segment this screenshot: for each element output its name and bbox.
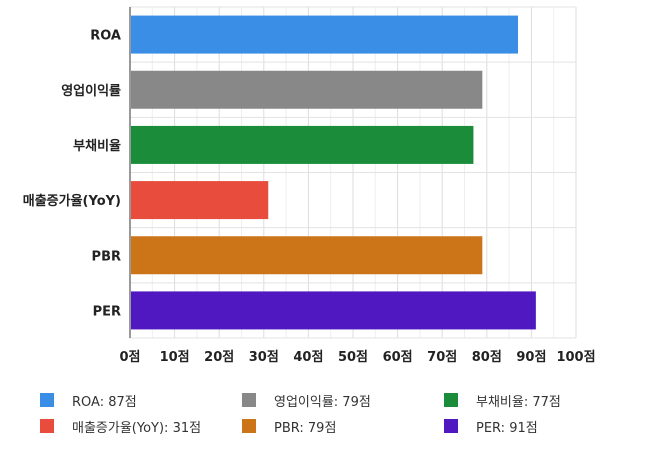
legend-item[interactable]: 부채비율: 77점	[444, 390, 634, 410]
x-tick-label: 10점	[160, 350, 190, 365]
category-label: 부채비율	[73, 138, 121, 154]
category-label: PER	[93, 304, 121, 319]
grid-lines	[129, 6, 577, 339]
legend-item[interactable]: 매출증가율(YoY): 31점	[40, 416, 242, 436]
legend-swatch	[242, 393, 256, 407]
bar-1	[131, 15, 519, 54]
x-tick-label: 0점	[119, 350, 140, 365]
x-tick-label: 50점	[338, 350, 368, 365]
legend-item[interactable]: ROA: 87점	[40, 390, 242, 410]
legend-label: 영업이익률: 79점	[274, 394, 371, 410]
bar-3	[131, 125, 474, 164]
legend-label: 매출증가율(YoY): 31점	[72, 420, 202, 436]
category-label: 영업이익률	[61, 83, 121, 99]
x-tick-label: 60점	[383, 350, 413, 365]
legend-label: PER: 91점	[476, 420, 538, 436]
legend-item[interactable]: PBR: 79점	[242, 416, 444, 436]
x-tick-label: 80점	[472, 350, 502, 365]
legend-item[interactable]: 영업이익률: 79점	[242, 390, 444, 410]
category-label: ROA	[90, 29, 121, 44]
x-tick-label: 70점	[427, 350, 457, 365]
x-tick-label: 90점	[516, 350, 546, 365]
bar-4	[131, 181, 269, 220]
category-label: PBR	[92, 249, 121, 264]
legend-label: 부채비율: 77점	[476, 394, 561, 410]
x-tick-label: 100점	[556, 350, 595, 365]
legend-swatch	[242, 419, 256, 433]
legend-swatch	[444, 393, 458, 407]
legend-swatch	[444, 419, 458, 433]
x-tick-label: 40점	[293, 350, 323, 365]
category-label: 매출증가율(YoY)	[23, 193, 121, 209]
bar-6	[131, 291, 536, 330]
legend-label: PBR: 79점	[274, 420, 337, 436]
bar-5	[131, 236, 483, 275]
bar-2	[131, 70, 483, 109]
x-tick-label: 20점	[204, 350, 234, 365]
legend-swatch	[40, 419, 54, 433]
x-tick-label: 30점	[249, 350, 279, 365]
legend-label: ROA: 87점	[72, 394, 137, 410]
legend-item[interactable]: PER: 91점	[444, 416, 634, 436]
legend-swatch	[40, 393, 54, 407]
